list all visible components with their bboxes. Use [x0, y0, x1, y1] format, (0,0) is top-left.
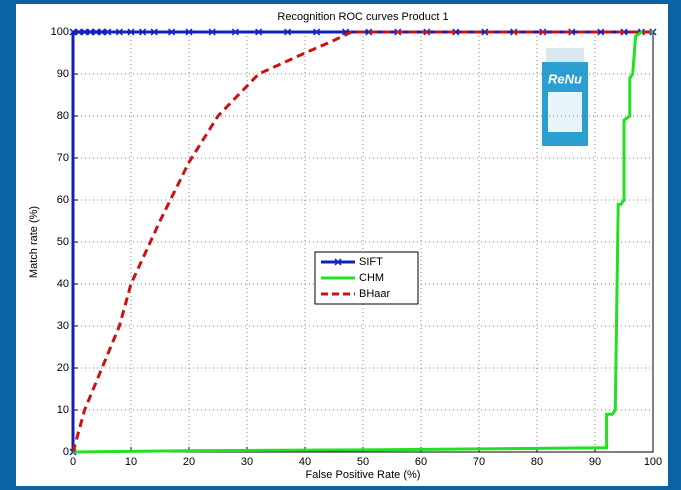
series-marker [75, 28, 83, 36]
x-tick-label: 10 [125, 456, 137, 468]
series-marker [86, 28, 94, 36]
x-tick-label: 20 [183, 456, 195, 468]
x-tick-label: 90 [589, 456, 601, 468]
y-tick-label: 80 [57, 110, 69, 122]
series-line [71, 30, 653, 453]
series-marker [284, 28, 292, 36]
legend-label: CHM [359, 272, 384, 284]
series-marker [597, 28, 605, 36]
x-tick-label: 100 [644, 456, 662, 468]
product-image: ReNu [542, 48, 588, 146]
series-marker [69, 28, 77, 36]
x-axis-label: False Positive Rate (%) [306, 469, 421, 481]
y-tick-label: 0 [63, 446, 69, 458]
product-text: ReNu [548, 71, 582, 86]
series-line [72, 30, 653, 454]
product-cap [546, 48, 584, 64]
series-marker [81, 28, 89, 36]
series-marker [481, 28, 489, 36]
x-tick-label: 50 [357, 456, 369, 468]
series-marker [185, 28, 193, 36]
series-marker [92, 28, 100, 36]
legend-marker [334, 258, 342, 266]
series-marker [150, 28, 158, 36]
series-marker [452, 28, 460, 36]
y-tick-label: 40 [57, 278, 69, 290]
legend: SIFT CHM BHaar [314, 251, 419, 305]
x-tick-label: 30 [241, 456, 253, 468]
y-tick-label: 20 [57, 362, 69, 374]
y-tick-label: 30 [57, 320, 69, 332]
y-tick-label: 10 [57, 404, 69, 416]
legend-label: SIFT [359, 256, 383, 268]
chart-title: Recognition ROC curves Product 1 [277, 11, 448, 23]
x-tick-label: 40 [299, 456, 311, 468]
legend-label: BHaar [359, 288, 391, 300]
series-marker [365, 28, 373, 36]
series-marker [104, 28, 112, 36]
y-tick-label: 50 [57, 236, 69, 248]
series-marker [208, 28, 216, 36]
series-marker [98, 28, 106, 36]
series-marker [313, 28, 321, 36]
y-tick-label: 70 [57, 152, 69, 164]
y-tick-label: 100 [51, 26, 69, 38]
x-tick-label: 80 [531, 456, 543, 468]
series-marker [115, 28, 123, 36]
y-tick-label: 90 [57, 68, 69, 80]
series-marker [255, 28, 263, 36]
series-marker [139, 28, 147, 36]
x-tick-label: 0 [70, 456, 76, 468]
x-tick-label: 60 [415, 456, 427, 468]
x-tick-label: 70 [473, 456, 485, 468]
y-tick-label: 60 [57, 194, 69, 206]
product-label [548, 92, 582, 132]
series-marker [127, 28, 135, 36]
series-marker [231, 28, 239, 36]
series-marker [168, 28, 176, 36]
y-axis-label: Match rate (%) [28, 206, 40, 278]
